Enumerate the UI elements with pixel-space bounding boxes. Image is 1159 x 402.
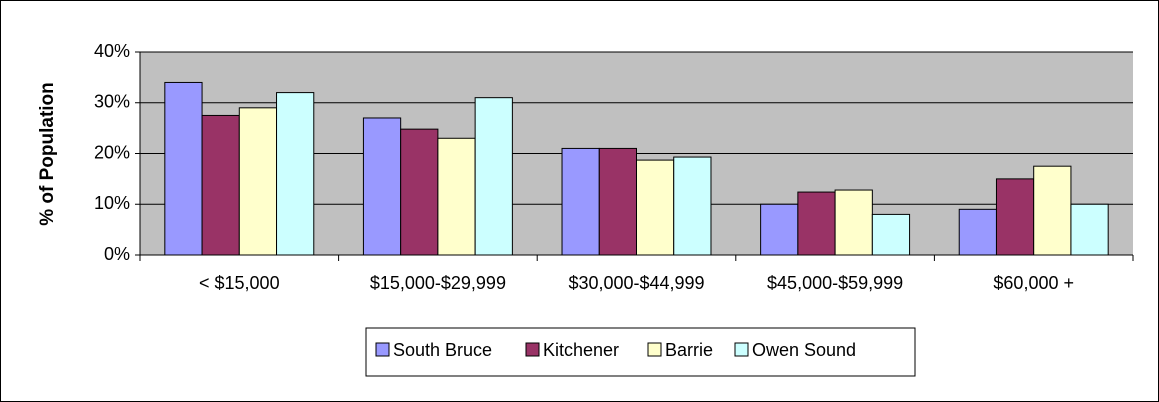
bar <box>958 208 997 256</box>
bar <box>673 156 712 256</box>
bar <box>238 107 278 256</box>
bar <box>871 213 911 256</box>
y-tick-label: 20% <box>94 142 130 162</box>
bar <box>1033 165 1072 256</box>
legend-swatch <box>734 342 749 357</box>
y-tick-label: 30% <box>94 92 130 112</box>
bar <box>636 159 675 256</box>
y-tick-label: 0% <box>104 244 130 264</box>
bar <box>474 97 513 256</box>
legend-swatch <box>647 342 662 357</box>
bar <box>561 147 600 256</box>
bar <box>276 92 315 256</box>
bar <box>797 191 836 256</box>
legend-swatch <box>525 342 540 357</box>
bar <box>995 178 1035 256</box>
bar <box>760 203 799 256</box>
y-tick-label: 40% <box>94 41 130 61</box>
bar <box>201 114 240 256</box>
legend-label: South Bruce <box>393 340 492 360</box>
bar <box>598 147 638 256</box>
legend-label: Barrie <box>665 340 713 360</box>
legend-swatch <box>375 342 390 357</box>
y-tick-label: 10% <box>94 193 130 213</box>
bar <box>1070 203 1109 256</box>
y-axis-title: % of Population <box>37 82 58 226</box>
x-tick-label: $45,000-$59,999 <box>767 273 903 293</box>
x-tick-label: $15,000-$29,999 <box>370 273 506 293</box>
bar <box>164 81 203 256</box>
legend <box>365 327 916 377</box>
x-tick-label: $30,000-$44,999 <box>568 273 704 293</box>
legend-label: Kitchener <box>543 340 619 360</box>
bar <box>362 117 402 256</box>
legend-label: Owen Sound <box>752 340 856 360</box>
x-tick-label: $60,000 + <box>993 273 1074 293</box>
bar <box>834 189 873 256</box>
x-tick-label: < $15,000 <box>199 273 280 293</box>
bar <box>400 128 439 256</box>
bar <box>437 137 476 256</box>
